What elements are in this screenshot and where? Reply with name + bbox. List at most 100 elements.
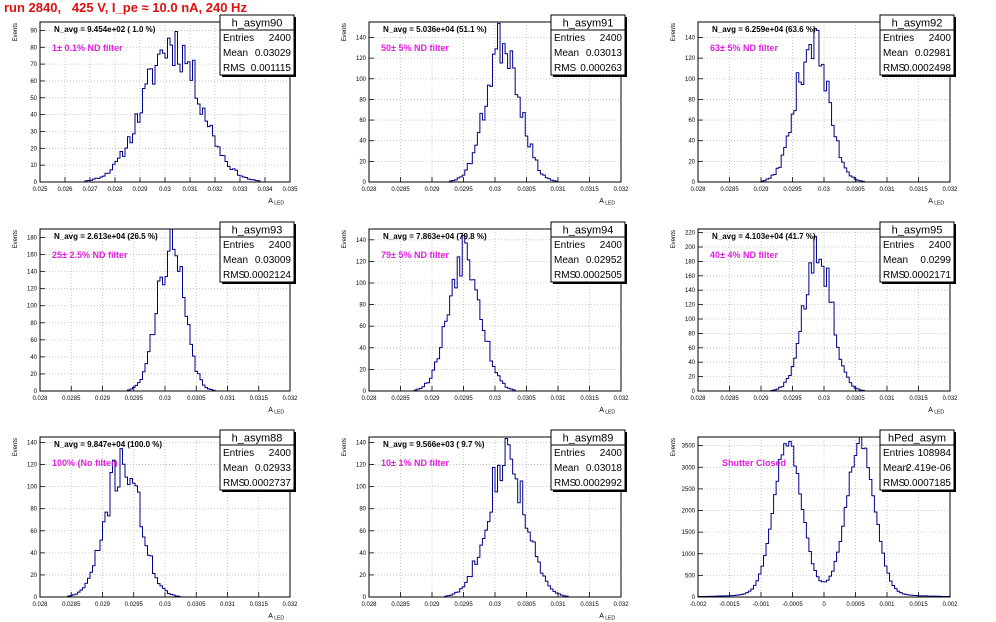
y-tick-label: 100 bbox=[685, 317, 696, 323]
x-tick-label: 0.0305 bbox=[846, 187, 865, 193]
y-tick-label: 120 bbox=[356, 56, 367, 62]
stats-value: 108984 bbox=[918, 448, 952, 459]
stats-label: Mean bbox=[883, 48, 908, 59]
x-tick-label: 0.031 bbox=[182, 187, 198, 193]
stats-value: 0.02981 bbox=[915, 48, 952, 59]
x-tick-label: -0.001 bbox=[752, 602, 770, 608]
y-tick-label: 1000 bbox=[682, 552, 696, 558]
stats-label: Mean bbox=[554, 48, 579, 59]
y-tick-label: 200 bbox=[685, 245, 696, 251]
stats-label: Entries bbox=[883, 240, 914, 251]
x-tick-label: 0.029 bbox=[424, 396, 440, 402]
y-tick-label: 3500 bbox=[682, 444, 696, 450]
filter-annotation: 79± 5% ND filter bbox=[381, 250, 449, 260]
x-tick-label: 0.032 bbox=[613, 602, 629, 608]
histogram-panel-h_asym91: 0.028 0.0285 0.029 0.0295 0.03 0.0305 0.031 0.0… bbox=[342, 14, 629, 207]
y-tick-label: 80 bbox=[30, 45, 37, 51]
x-axis-label: A LED bbox=[268, 407, 284, 416]
y-tick-label: 80 bbox=[30, 321, 37, 327]
stats-label: Mean bbox=[883, 463, 908, 474]
stats-box: h_asym93 Entries 2400 Mean 0.03009 RMS0.00021… bbox=[219, 221, 296, 284]
y-tick-label: 120 bbox=[685, 56, 696, 62]
navg-label: N_avg = 9.454e+02 ( 1.0 %) bbox=[54, 25, 156, 34]
y-axis-label: Events bbox=[671, 438, 677, 456]
x-axis-label: A LED bbox=[268, 613, 284, 622]
stats-label: Mean bbox=[223, 48, 248, 59]
x-tick-label: 0.0305 bbox=[187, 396, 206, 402]
y-tick-label: 90 bbox=[30, 28, 37, 34]
x-tick-label: 0.0315 bbox=[250, 602, 269, 608]
y-tick-label: 120 bbox=[685, 303, 696, 309]
x-tick-label: 0.002 bbox=[942, 602, 958, 608]
y-tick-label: 2000 bbox=[682, 509, 696, 515]
y-tick-label: 500 bbox=[685, 573, 696, 579]
stats-value: 2400 bbox=[600, 240, 623, 251]
y-tick-label: 60 bbox=[30, 338, 37, 344]
x-tick-label: 0.0305 bbox=[187, 602, 206, 608]
x-tick-label: 0.0005 bbox=[846, 602, 865, 608]
filter-annotation: 50± 5% ND filter bbox=[381, 43, 449, 53]
stats-value: 2.419e-06 bbox=[906, 463, 951, 474]
x-tick-label: 0.034 bbox=[257, 187, 273, 193]
stats-label: Entries bbox=[883, 33, 914, 44]
x-tick-label: 0.028 bbox=[361, 396, 377, 402]
y-tick-label: 40 bbox=[30, 355, 37, 361]
x-tick-label: 0.028 bbox=[361, 187, 377, 193]
y-tick-label: 60 bbox=[688, 118, 695, 124]
x-tick-label: 0.029 bbox=[424, 187, 440, 193]
navg-label: N_avg = 2.613e+04 (26.5 %) bbox=[54, 232, 158, 241]
y-tick-label: 220 bbox=[685, 231, 696, 237]
stats-name: hPed_asym bbox=[888, 433, 946, 445]
stats-label: Mean bbox=[223, 463, 248, 474]
y-axis-label: Events bbox=[671, 23, 677, 41]
x-tick-label: 0.029 bbox=[95, 396, 111, 402]
stats-name: h_asym89 bbox=[563, 433, 614, 445]
y-tick-label: 60 bbox=[688, 346, 695, 352]
y-tick-label: 60 bbox=[359, 324, 366, 330]
stats-label: Entries bbox=[554, 240, 585, 251]
x-tick-label: 0.03 bbox=[818, 187, 830, 193]
y-tick-label: 20 bbox=[30, 372, 37, 378]
x-tick-label: 0.0285 bbox=[391, 602, 410, 608]
y-tick-label: 160 bbox=[685, 274, 696, 280]
y-tick-label: 40 bbox=[688, 139, 695, 145]
y-tick-label: 0 bbox=[692, 389, 696, 395]
histogram-panel-h_asym89: 0.028 0.0285 0.029 0.0295 0.03 0.0305 0.031 0.0… bbox=[342, 429, 629, 622]
y-tick-label: 80 bbox=[688, 97, 695, 103]
stats-label: RMS bbox=[883, 63, 906, 74]
y-tick-label: 100 bbox=[27, 485, 38, 491]
x-tick-label: 0.032 bbox=[942, 396, 958, 402]
filter-annotation: 1± 0.1% ND filter bbox=[52, 43, 123, 53]
x-tick-label: 0.0285 bbox=[62, 602, 81, 608]
stats-name: h_asym91 bbox=[563, 18, 614, 30]
run-title: run 2840, 425 V, I_pe ≈ 10.0 nA, 240 Hz bbox=[4, 0, 247, 15]
stats-name: h_asym90 bbox=[232, 18, 283, 30]
x-tick-label: 0.0295 bbox=[783, 187, 802, 193]
y-tick-label: 80 bbox=[688, 331, 695, 337]
x-tick-label: 0.032 bbox=[942, 187, 958, 193]
stats-value: 0.0007185 bbox=[904, 478, 952, 489]
stats-value: 0.0002505 bbox=[575, 270, 623, 281]
stats-value: 0.03029 bbox=[255, 48, 292, 59]
stats-label: Mean bbox=[554, 463, 579, 474]
stats-box: h_asym90 Entries 2400 Mean 0.03029 RMS 0.00111… bbox=[219, 14, 296, 77]
stats-value: 0.02952 bbox=[586, 255, 623, 266]
x-tick-label: 0.0295 bbox=[454, 602, 473, 608]
x-tick-label: 0.032 bbox=[207, 187, 223, 193]
y-tick-label: 60 bbox=[359, 118, 366, 124]
y-tick-label: 180 bbox=[27, 236, 38, 242]
navg-label: N_avg = 5.036e+04 (51.1 %) bbox=[383, 25, 487, 34]
y-tick-label: 40 bbox=[359, 139, 366, 145]
x-tick-label: -0.0015 bbox=[719, 602, 740, 608]
x-tick-label: 0.035 bbox=[282, 187, 298, 193]
stats-label: RMS bbox=[883, 270, 906, 281]
x-tick-label: 0 bbox=[822, 602, 826, 608]
x-tick-label: 0.0285 bbox=[391, 187, 410, 193]
x-tick-label: 0.0315 bbox=[909, 187, 928, 193]
stats-label: RMS bbox=[223, 270, 246, 281]
histogram-panel-hPed_asym: -0.002 -0.0015 -0.001 -0.0005 0 0.0005 0.001 0.… bbox=[671, 429, 958, 608]
y-axis-label: Events bbox=[13, 438, 19, 456]
y-tick-label: 20 bbox=[30, 573, 37, 579]
y-tick-label: 180 bbox=[685, 259, 696, 265]
x-tick-label: 0.029 bbox=[132, 187, 148, 193]
